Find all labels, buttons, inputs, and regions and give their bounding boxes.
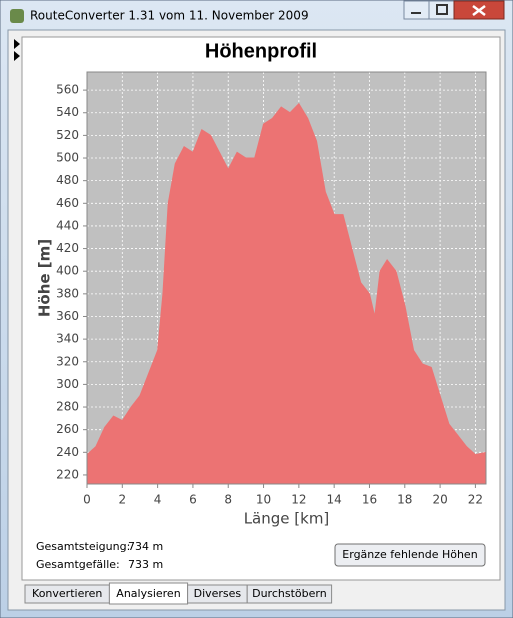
y-tick-label: 320 xyxy=(56,354,79,368)
x-tick-label: 16 xyxy=(362,493,377,507)
y-tick-label: 340 xyxy=(56,332,79,346)
split-arrows[interactable] xyxy=(14,39,20,61)
tab[interactable] xyxy=(246,584,333,604)
y-tick-label: 480 xyxy=(56,173,79,187)
window-title: RouteConverter 1.31 vom 11. November 200… xyxy=(30,9,309,23)
y-tick-label: 400 xyxy=(56,264,79,278)
x-tick-label: 20 xyxy=(432,493,447,507)
stat-label: Gesamtgefälle: xyxy=(36,558,120,571)
tab-label: Diverses xyxy=(194,587,242,600)
elevation-area xyxy=(86,102,487,485)
x-tick-label: 14 xyxy=(327,493,342,507)
x-tick-label: 2 xyxy=(118,493,126,507)
y-tick-label: 220 xyxy=(56,467,79,481)
y-tick-label: 300 xyxy=(56,377,79,391)
y-tick-label: 420 xyxy=(56,241,79,255)
x-tick-label: 18 xyxy=(397,493,412,507)
plot-border xyxy=(86,71,487,485)
x-tick-label: 6 xyxy=(189,493,197,507)
tab-label: Analysieren xyxy=(116,587,180,600)
tab-label: Konvertieren xyxy=(32,587,102,600)
minimize-button[interactable] xyxy=(403,0,430,20)
y-tick-label: 520 xyxy=(56,128,79,142)
chart-title: Höhenprofil xyxy=(205,40,317,62)
complete-heights-button[interactable] xyxy=(334,543,486,567)
y-tick-label: 280 xyxy=(56,400,79,414)
maximize-button[interactable] xyxy=(428,0,455,20)
y-tick-label: 560 xyxy=(56,83,79,97)
app-icon xyxy=(10,9,24,23)
y-tick-label: 260 xyxy=(56,422,79,436)
x-tick-label: 8 xyxy=(224,493,232,507)
y-tick-label: 240 xyxy=(56,445,79,459)
y-tick-label: 440 xyxy=(56,218,79,232)
y-tick-label: 540 xyxy=(56,105,79,119)
stat-label: Gesamtsteigung: xyxy=(36,540,130,553)
stat-value: 734 m xyxy=(128,540,163,553)
x-tick-label: 4 xyxy=(154,493,162,507)
y-tick-label: 360 xyxy=(56,309,79,323)
tab-label: Durchstöbern xyxy=(252,587,327,600)
y-tick-label: 460 xyxy=(56,196,79,210)
button-label: Ergänze fehlende Höhen xyxy=(342,548,477,561)
x-tick-label: 22 xyxy=(468,493,483,507)
stat-value: 733 m xyxy=(128,558,163,571)
y-axis-label: Höhe [m] xyxy=(36,239,54,317)
x-tick-label: 0 xyxy=(83,493,91,507)
x-axis-label: Länge [km] xyxy=(244,510,330,528)
x-tick-label: 10 xyxy=(256,493,271,507)
x-tick-label: 12 xyxy=(291,493,306,507)
y-tick-label: 380 xyxy=(56,286,79,300)
y-tick-label: 500 xyxy=(56,151,79,165)
